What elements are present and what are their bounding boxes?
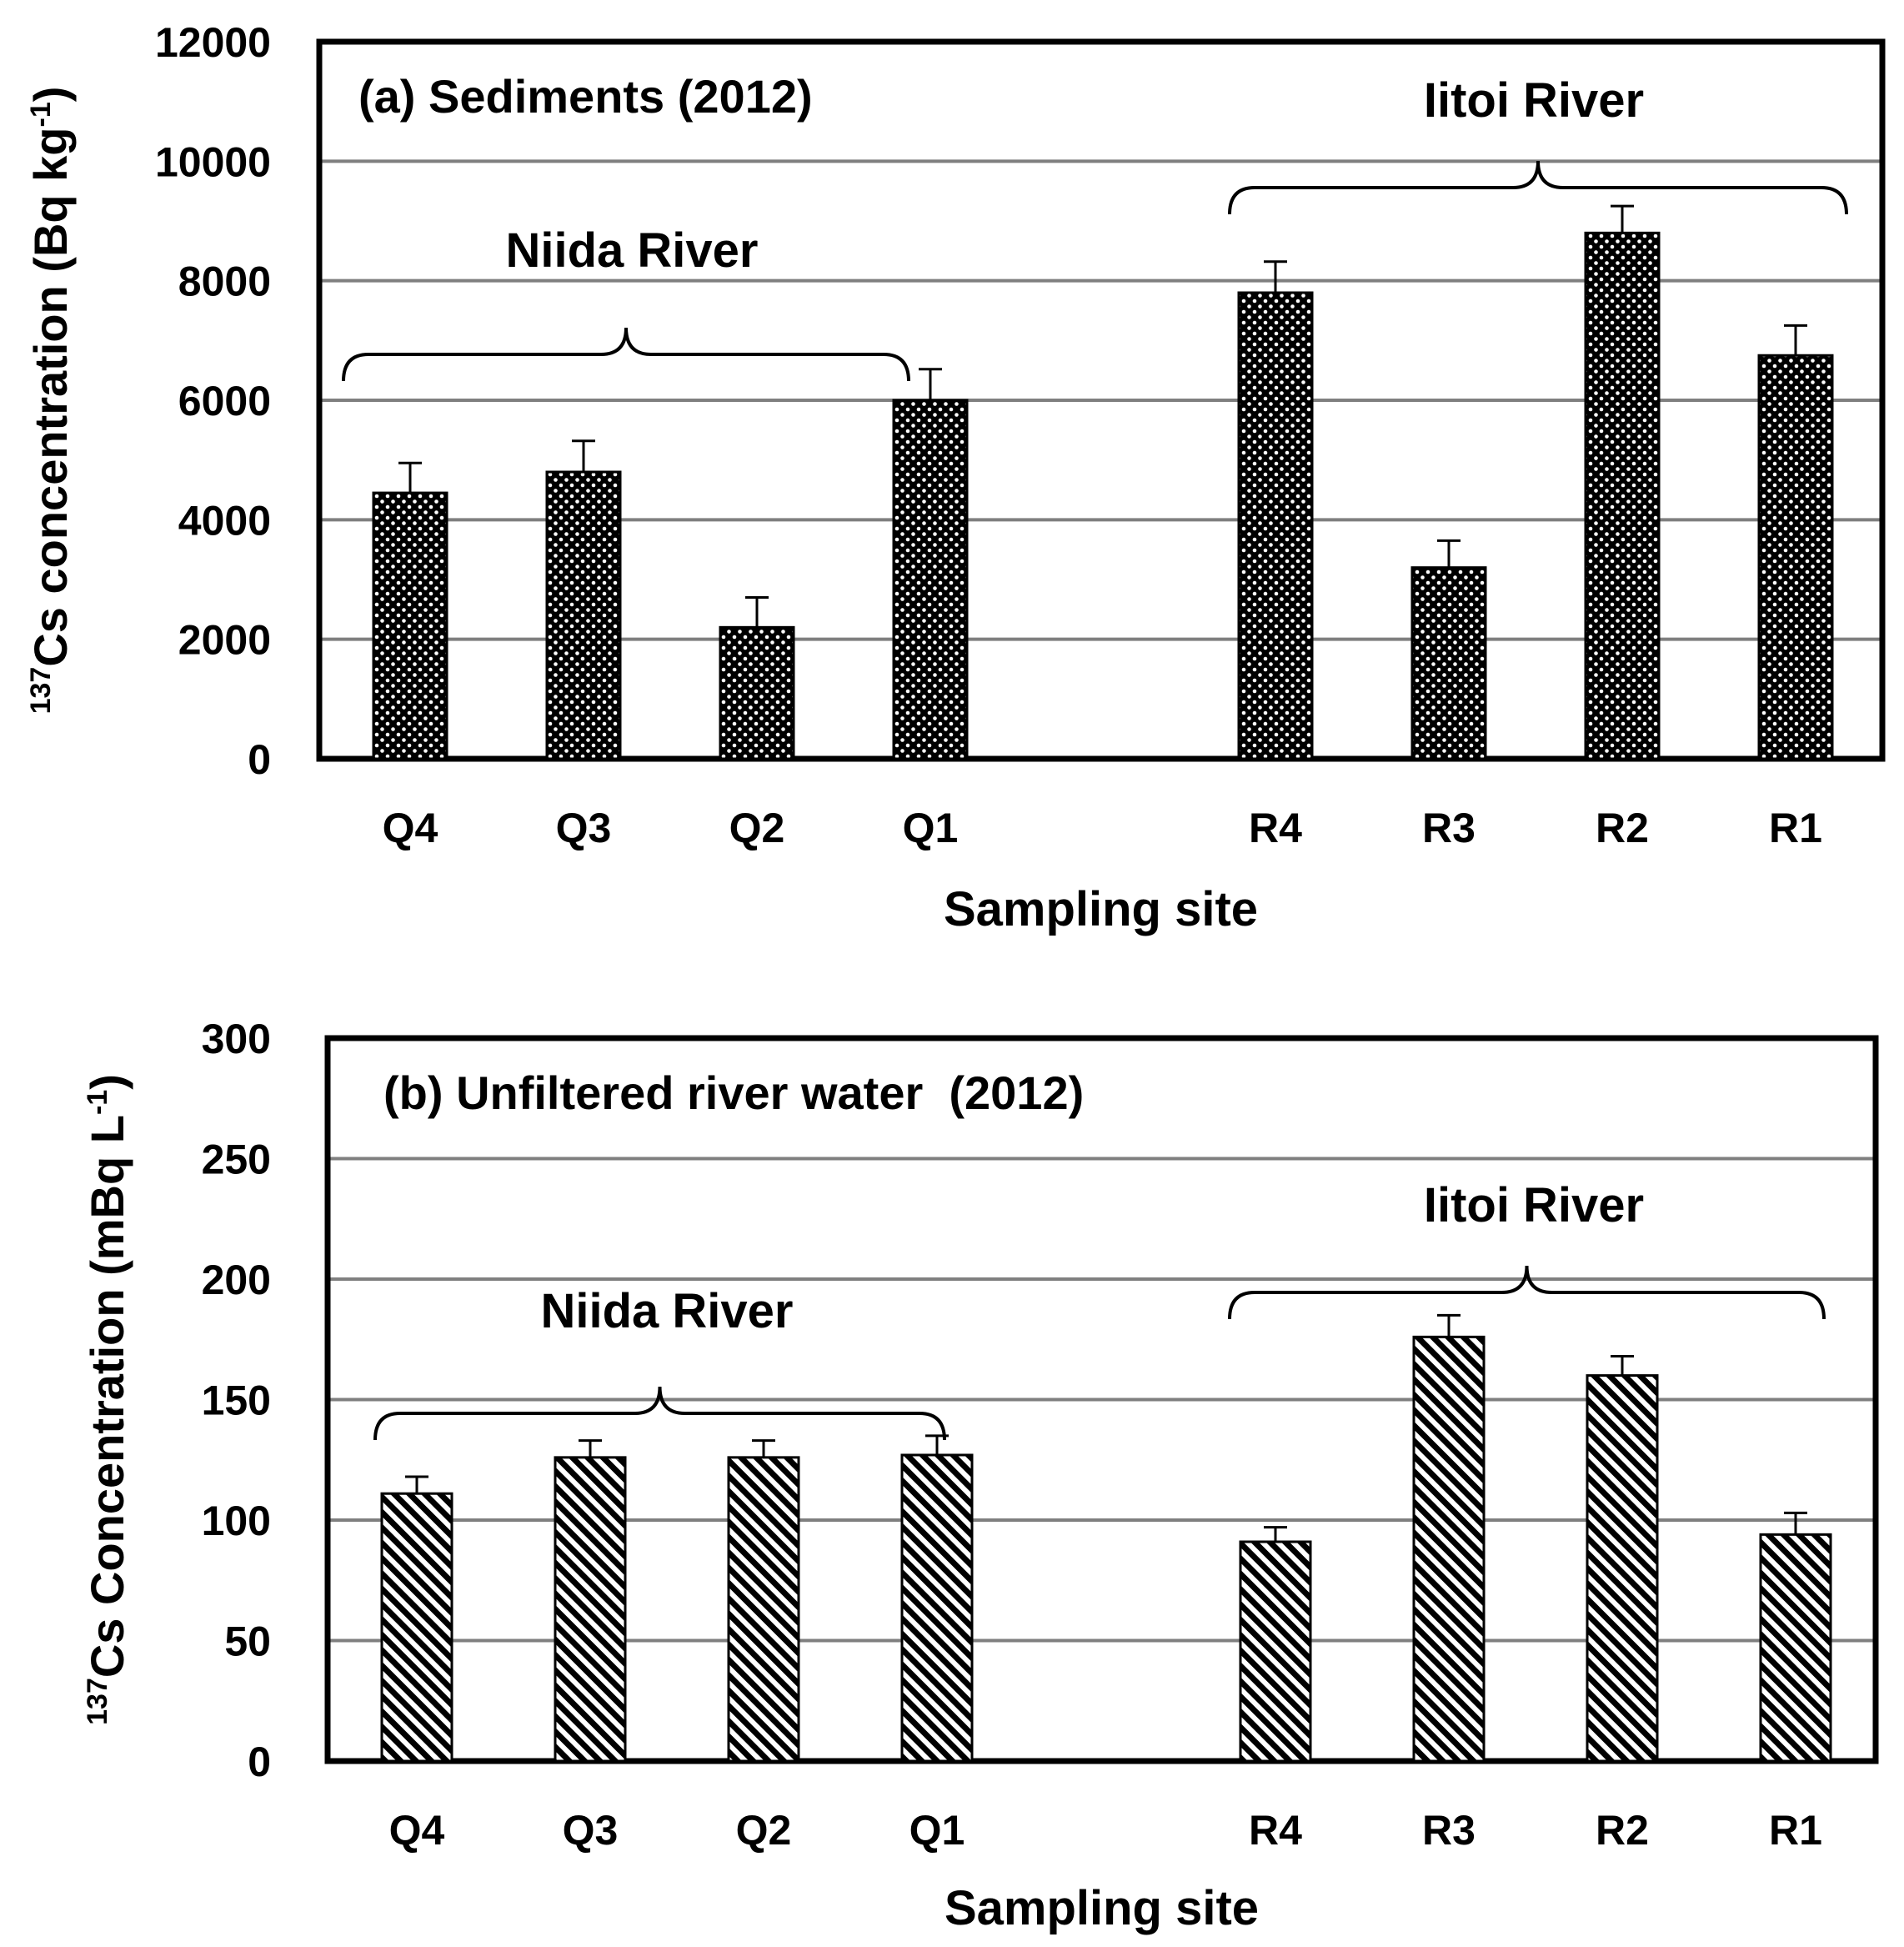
group-label: Iitoi River <box>1424 73 1644 128</box>
error-bar-r4 <box>1264 260 1287 293</box>
bar-r1 <box>1757 354 1834 760</box>
panel-b-bars <box>380 1335 1832 1763</box>
bar-r1 <box>1759 1533 1832 1763</box>
group-label: Niida River <box>541 1284 794 1338</box>
y-tick-label: 6000 <box>178 378 271 424</box>
error-bar-q3 <box>572 439 595 472</box>
x-tick-label: Q3 <box>556 805 612 851</box>
y-tick-label: 8000 <box>178 258 271 305</box>
y-tick-label: 0 <box>248 1739 271 1785</box>
x-tick-label: R3 <box>1422 1807 1476 1854</box>
error-bar-r3 <box>1437 539 1461 568</box>
group-brace <box>1228 1265 1826 1320</box>
y-tick-label: 50 <box>224 1618 271 1665</box>
panel-a-ylabel-isotope-super: 137 <box>25 667 57 715</box>
y-tick-label: 150 <box>202 1377 271 1424</box>
y-tick-label: 2000 <box>178 617 271 664</box>
bar-r2 <box>1584 231 1661 760</box>
group-brace <box>373 1386 946 1441</box>
bar-q2 <box>727 1456 800 1763</box>
y-tick-label: 100 <box>202 1498 271 1544</box>
x-tick-label: R4 <box>1249 805 1302 851</box>
bar-q1 <box>900 1453 974 1763</box>
panel-a-x-axis-label: Sampling site <box>944 882 1258 936</box>
y-tick-label: 12000 <box>155 19 271 66</box>
error-bar-r1 <box>1784 324 1807 356</box>
error-bar-q2 <box>745 596 769 628</box>
bar-r3 <box>1412 1335 1486 1763</box>
panel-a-y-tick-labels: 0 2000 4000 6000 8000 10000 12000 <box>155 19 271 783</box>
error-bar-q1 <box>919 368 942 400</box>
panel-a-group-braces: Niida River Iitoi River <box>342 73 1848 382</box>
panel-a-title: (a) Sediments (2012) <box>358 70 813 123</box>
x-tick-label: Q2 <box>729 805 785 851</box>
x-tick-label: Q4 <box>389 1807 445 1854</box>
panel-b-ylabel-main: Cs Concentration (mBq L <box>81 1115 133 1678</box>
bar-q4 <box>380 1492 453 1763</box>
y-tick-label: 10000 <box>155 138 271 185</box>
panel-b-y-tick-labels: 0 50 100 150 200 250 300 <box>202 1016 271 1785</box>
y-tick-label: 0 <box>248 736 271 783</box>
error-bar-q4 <box>398 461 422 494</box>
panel-b-title: (b) Unfiltered river water (2012) <box>383 1066 1084 1119</box>
y-tick-label: 200 <box>202 1257 271 1303</box>
y-tick-label: 4000 <box>178 497 271 544</box>
panel-a-ylabel-unit-super: -1 <box>25 102 57 127</box>
panel-b-error-bars <box>405 1313 1807 1543</box>
error-bar-q4 <box>405 1475 428 1494</box>
panel-a-x-tick-labels: Q4 Q3 Q2 Q1 R4 R3 R2 R1 <box>383 805 1822 851</box>
x-tick-label: R1 <box>1769 1807 1822 1854</box>
panel-b-x-tick-labels: Q4 Q3 Q2 Q1 R4 R3 R2 R1 <box>389 1807 1822 1854</box>
bar-q2 <box>719 625 795 760</box>
error-bar-r3 <box>1437 1313 1461 1337</box>
x-tick-label: Q3 <box>563 1807 619 1854</box>
error-bar-r4 <box>1264 1526 1287 1543</box>
panel-b-x-axis-label: Sampling site <box>944 1881 1259 1935</box>
x-tick-label: Q1 <box>909 1807 965 1854</box>
panel-b-y-axis-label: 137Cs Concentration (mBq L-1) <box>81 1074 133 1725</box>
panel-a-bars <box>372 231 1834 760</box>
panel-b-ylabel-isotope-super: 137 <box>82 1678 113 1725</box>
panel-b-group-braces: Niida River Iitoi River <box>373 1178 1826 1441</box>
bar-r4 <box>1239 1540 1312 1763</box>
bar-q4 <box>372 491 448 760</box>
bar-r3 <box>1410 566 1487 760</box>
bar-q3 <box>554 1456 627 1763</box>
panel-a-sediments: 0 2000 4000 6000 8000 10000 12000 Q4 Q3 Q2 Q1 R4 R3… <box>24 19 1886 936</box>
group-brace <box>342 327 910 382</box>
error-bar-r2 <box>1611 1354 1634 1376</box>
panel-b-ylabel-close: ) <box>81 1074 133 1090</box>
panel-b-unfiltered-water: 0 50 100 150 200 250 300 Q4 Q3 Q2 Q1 R4 R3 R2 R1 Niid… <box>81 1016 1879 1935</box>
bar-q3 <box>545 470 622 760</box>
bar-r4 <box>1237 291 1314 760</box>
x-tick-label: R4 <box>1249 1807 1302 1854</box>
x-tick-label: Q4 <box>383 805 438 851</box>
panel-a-error-bars <box>398 204 1807 628</box>
x-tick-label: Q2 <box>736 1807 792 1854</box>
x-tick-label: R2 <box>1596 1807 1649 1854</box>
bar-q1 <box>892 399 969 760</box>
x-tick-label: R1 <box>1769 805 1822 851</box>
x-tick-label: R3 <box>1422 805 1476 851</box>
panel-a-y-axis-label: 137Cs concentration (Bq kg-1) <box>24 87 77 715</box>
error-bar-q2 <box>752 1439 775 1458</box>
group-brace <box>1228 160 1848 215</box>
y-tick-label: 300 <box>202 1016 271 1062</box>
error-bar-q3 <box>579 1439 602 1458</box>
panel-a-ylabel-main: Cs concentration (Bq kg <box>24 127 77 666</box>
x-tick-label: R2 <box>1596 805 1649 851</box>
group-label: Iitoi River <box>1424 1178 1644 1232</box>
error-bar-r2 <box>1611 204 1634 233</box>
panel-b-ylabel-unit-super: -1 <box>82 1090 113 1115</box>
error-bar-r1 <box>1784 1511 1807 1535</box>
group-label: Niida River <box>506 223 759 278</box>
y-tick-label: 250 <box>202 1137 271 1183</box>
panel-a-ylabel-close: ) <box>24 87 77 103</box>
x-tick-label: Q1 <box>903 805 959 851</box>
bar-r2 <box>1586 1374 1659 1763</box>
